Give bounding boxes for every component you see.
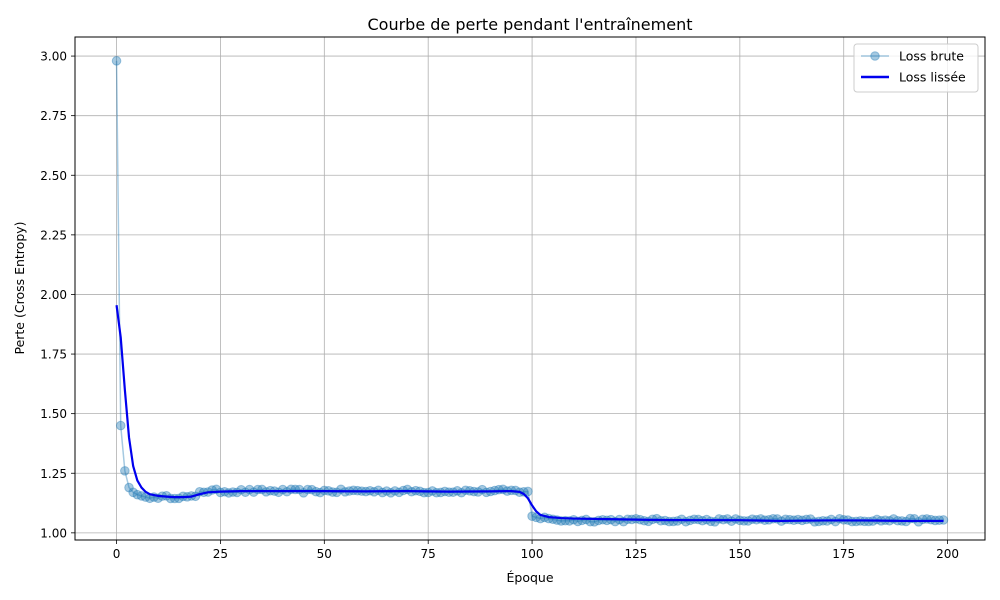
- y-axis-label: Perte (Cross Entropy): [12, 221, 27, 354]
- legend-box: [853, 43, 979, 93]
- x-tick-label: 75: [421, 547, 436, 561]
- raw-loss-point: [132, 489, 143, 500]
- legend-raw-marker-swatch: [870, 51, 880, 61]
- y-tick-label: 3.00: [40, 50, 67, 64]
- y-axis-ticks: 1.00 1.25 1.50 1.75 2.00 2.25 2.50 2.75 3.00: [40, 50, 75, 540]
- x-tick-label: 200: [936, 547, 959, 561]
- y-tick-label: 1.25: [40, 467, 67, 481]
- raw-loss-point: [111, 56, 122, 66]
- raw-loss-point: [527, 511, 537, 521]
- x-tick-label: 150: [728, 547, 751, 561]
- chart-title: Courbe de perte pendant l'entraînement: [368, 15, 693, 34]
- raw-loss-point: [531, 512, 542, 523]
- y-tick-label: 2.75: [40, 109, 67, 123]
- y-tick-label: 1.50: [40, 407, 67, 421]
- raw-loss-line: [115, 60, 944, 523]
- x-tick-label: 125: [625, 547, 648, 561]
- raw-loss-point: [120, 466, 130, 476]
- x-tick-label: 175: [832, 547, 855, 561]
- raw-loss-point: [124, 482, 134, 493]
- legend-smooth-label: Loss lissée: [899, 70, 966, 85]
- raw-loss-point: [136, 491, 147, 501]
- x-tick-label: 50: [317, 547, 332, 561]
- x-axis-label: Époque: [506, 570, 553, 585]
- raw-loss-point: [128, 487, 138, 498]
- legend: Loss brute Loss lissée: [853, 43, 979, 93]
- plot-frame: [74, 36, 986, 541]
- raw-loss-point: [523, 486, 533, 497]
- y-tick-label: 1.00: [40, 526, 67, 540]
- raw-loss-point: [115, 420, 126, 431]
- y-tick-label: 1.75: [40, 348, 67, 362]
- smoothed-loss-line: [115, 305, 944, 523]
- x-axis-ticks: 0 25 50 75 100 125 150 175 200: [113, 540, 959, 561]
- grid-lines: [75, 37, 985, 540]
- y-tick-label: 2.00: [40, 288, 67, 302]
- series-layer: [111, 56, 949, 527]
- y-tick-label: 2.25: [40, 228, 67, 242]
- x-tick-label: 0: [113, 547, 121, 561]
- x-tick-label: 100: [521, 547, 544, 561]
- y-tick-label: 2.50: [40, 169, 67, 183]
- legend-raw-label: Loss brute: [899, 49, 964, 64]
- x-tick-label: 25: [213, 547, 228, 561]
